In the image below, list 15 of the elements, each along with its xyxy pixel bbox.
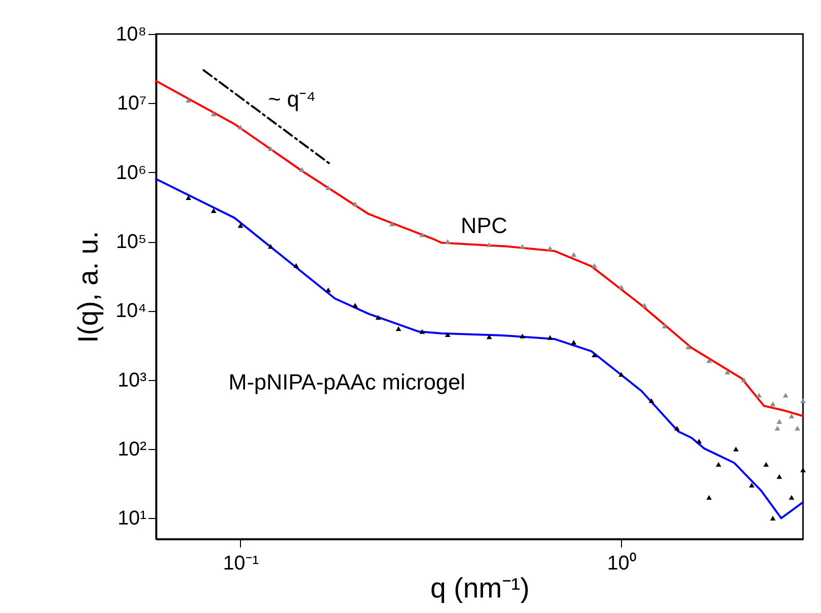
y-tick-label: 10⁵ [116, 231, 146, 254]
annotation: ~ q⁻⁴ [268, 86, 316, 112]
x-axis-title: q (nm⁻¹) [430, 572, 530, 604]
y-tick-label: 10⁶ [116, 162, 146, 184]
y-axis-title: I(q), a. u. [72, 230, 104, 344]
annotation: M-pNIPA-pAAc microgel [228, 369, 466, 394]
y-tick-label: 10¹ [118, 508, 147, 530]
y-tick-label: 10⁴ [116, 300, 146, 322]
y-tick-label: 10⁸ [116, 24, 146, 46]
y-tick-label: 10⁷ [117, 92, 146, 115]
x-tick-label: 10⁰ [607, 552, 636, 574]
y-tick-label: 10² [118, 438, 147, 461]
y-tick-label: 10³ [118, 369, 147, 392]
annotation: NPC [460, 212, 508, 238]
x-tick-label: 10⁻¹ [223, 552, 260, 574]
